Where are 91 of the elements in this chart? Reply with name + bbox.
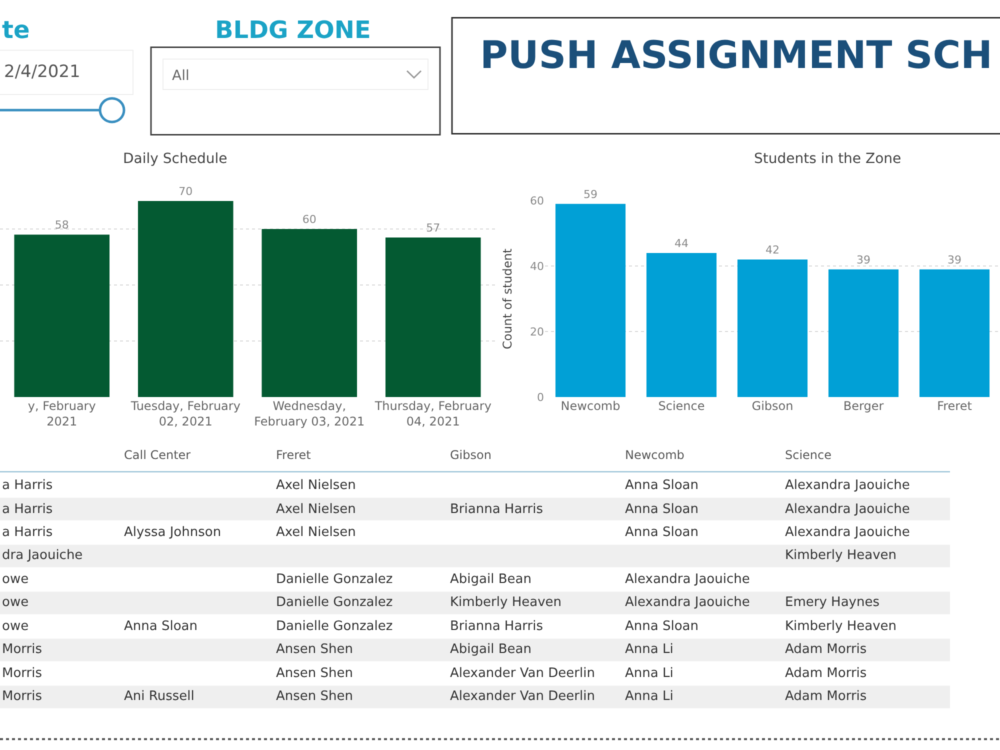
bar [262, 229, 358, 398]
text: Anna Sloan [625, 619, 698, 634]
bar [14, 234, 110, 398]
text: Danielle Gonzalez [276, 595, 393, 610]
data-label: 42 [765, 244, 780, 257]
data-label: 59 [584, 188, 598, 201]
text: Morris [2, 689, 42, 704]
text: Anna Sloan [625, 478, 698, 493]
bar [919, 269, 990, 398]
text: a Harris [2, 502, 53, 517]
chart-title: Students in the Zone [754, 151, 902, 167]
text: a Harris [2, 525, 53, 540]
text: Alexander Van Deerlin [450, 666, 595, 681]
bar [555, 204, 626, 398]
x-tick-label: Gibson [752, 399, 794, 414]
text: Axel Nielsen [276, 502, 356, 517]
text: Anna Sloan [625, 525, 698, 540]
y-tick-label: 20 [530, 325, 544, 338]
text: Danielle Gonzalez [276, 572, 393, 587]
text: a Harris [2, 478, 53, 493]
text: Alexandra Jaouiche [785, 478, 910, 493]
text: 2/4/2021 [4, 62, 80, 82]
text: Morris [2, 642, 42, 657]
text: Abigail Bean [450, 572, 532, 587]
bar [385, 237, 481, 398]
text: Ani Russell [124, 689, 194, 704]
text: Anna Li [625, 642, 674, 657]
text: Axel Nielsen [276, 478, 356, 493]
bar [646, 252, 717, 398]
text: Anna Sloan [625, 502, 698, 517]
y-tick-label: 60 [530, 194, 544, 208]
text: Adam Morris [785, 689, 867, 704]
y-tick-label: 40 [530, 260, 544, 273]
text: Ansen Shen [276, 666, 354, 681]
text: Adam Morris [785, 666, 867, 681]
category-label: Call Center [124, 448, 191, 462]
text: Alexandra Jaouiche [785, 525, 910, 540]
text: Emery Haynes [785, 595, 880, 610]
text: Alexandra Jaouiche [785, 502, 910, 517]
x-tick-label: Freret [937, 399, 972, 414]
y-tick-label: 0 [537, 390, 544, 404]
text: Kimberly Heaven [785, 548, 897, 563]
text: dra Jaouiche [2, 548, 83, 563]
text: Danielle Gonzalez [276, 619, 393, 634]
text: All [172, 68, 190, 84]
x-tick-label: Tuesday, February 02, 2021 [130, 399, 240, 429]
text: Brianna Harris [450, 619, 544, 634]
category-label: Newcomb [625, 448, 684, 462]
text: Axel Nielsen [276, 525, 356, 540]
chart-title: Daily Schedule [123, 151, 228, 167]
text: Kimberly Heaven [785, 619, 897, 634]
category-label: Freret [276, 448, 312, 462]
text: Morris [2, 666, 42, 681]
y-axis-title: Count of student [500, 248, 514, 350]
text: Alexander Van Deerlin [450, 689, 595, 704]
text: Anna Li [625, 666, 674, 681]
data-label: 70 [178, 185, 193, 198]
text: owe [2, 572, 29, 587]
text: PUSH ASSIGNMENT SCH [480, 33, 992, 77]
text: owe [2, 619, 29, 634]
text: Brianna Harris [450, 502, 544, 517]
data-label: 57 [426, 221, 440, 234]
text: Alyssa Johnson [124, 525, 222, 540]
text: te [2, 16, 30, 44]
x-tick-label: Thursday, February 04, 2021 [374, 399, 492, 429]
text: Ansen Shen [276, 689, 354, 704]
text: Alexandra Jaouiche [625, 595, 750, 610]
x-tick-label: Newcomb [560, 399, 620, 414]
text: Alexandra Jaouiche [625, 572, 750, 587]
text: Ansen Shen [276, 642, 354, 657]
text: owe [2, 595, 29, 610]
data-label: 44 [674, 236, 688, 250]
bar [737, 260, 808, 398]
x-tick-label: Wednesday, February 03, 2021 [254, 399, 365, 429]
data-label: 58 [54, 218, 69, 232]
data-label: 39 [856, 253, 870, 266]
x-tick-label: y, February 2021 [28, 399, 96, 429]
data-label: 39 [948, 253, 962, 266]
data-label: 60 [302, 213, 316, 226]
text: Kimberly Heaven [450, 595, 562, 610]
bar [138, 201, 234, 398]
x-tick-label: Science [658, 399, 705, 414]
category-label: Gibson [450, 448, 492, 462]
bar [828, 269, 899, 398]
text: Abigail Bean [450, 642, 532, 657]
text: BLDG ZONE [215, 16, 371, 44]
text: Anna Li [625, 689, 674, 704]
text: Anna Sloan [124, 619, 198, 634]
category-label: Science [785, 448, 832, 462]
text: Adam Morris [785, 642, 867, 657]
x-tick-label: Berger [843, 399, 884, 414]
